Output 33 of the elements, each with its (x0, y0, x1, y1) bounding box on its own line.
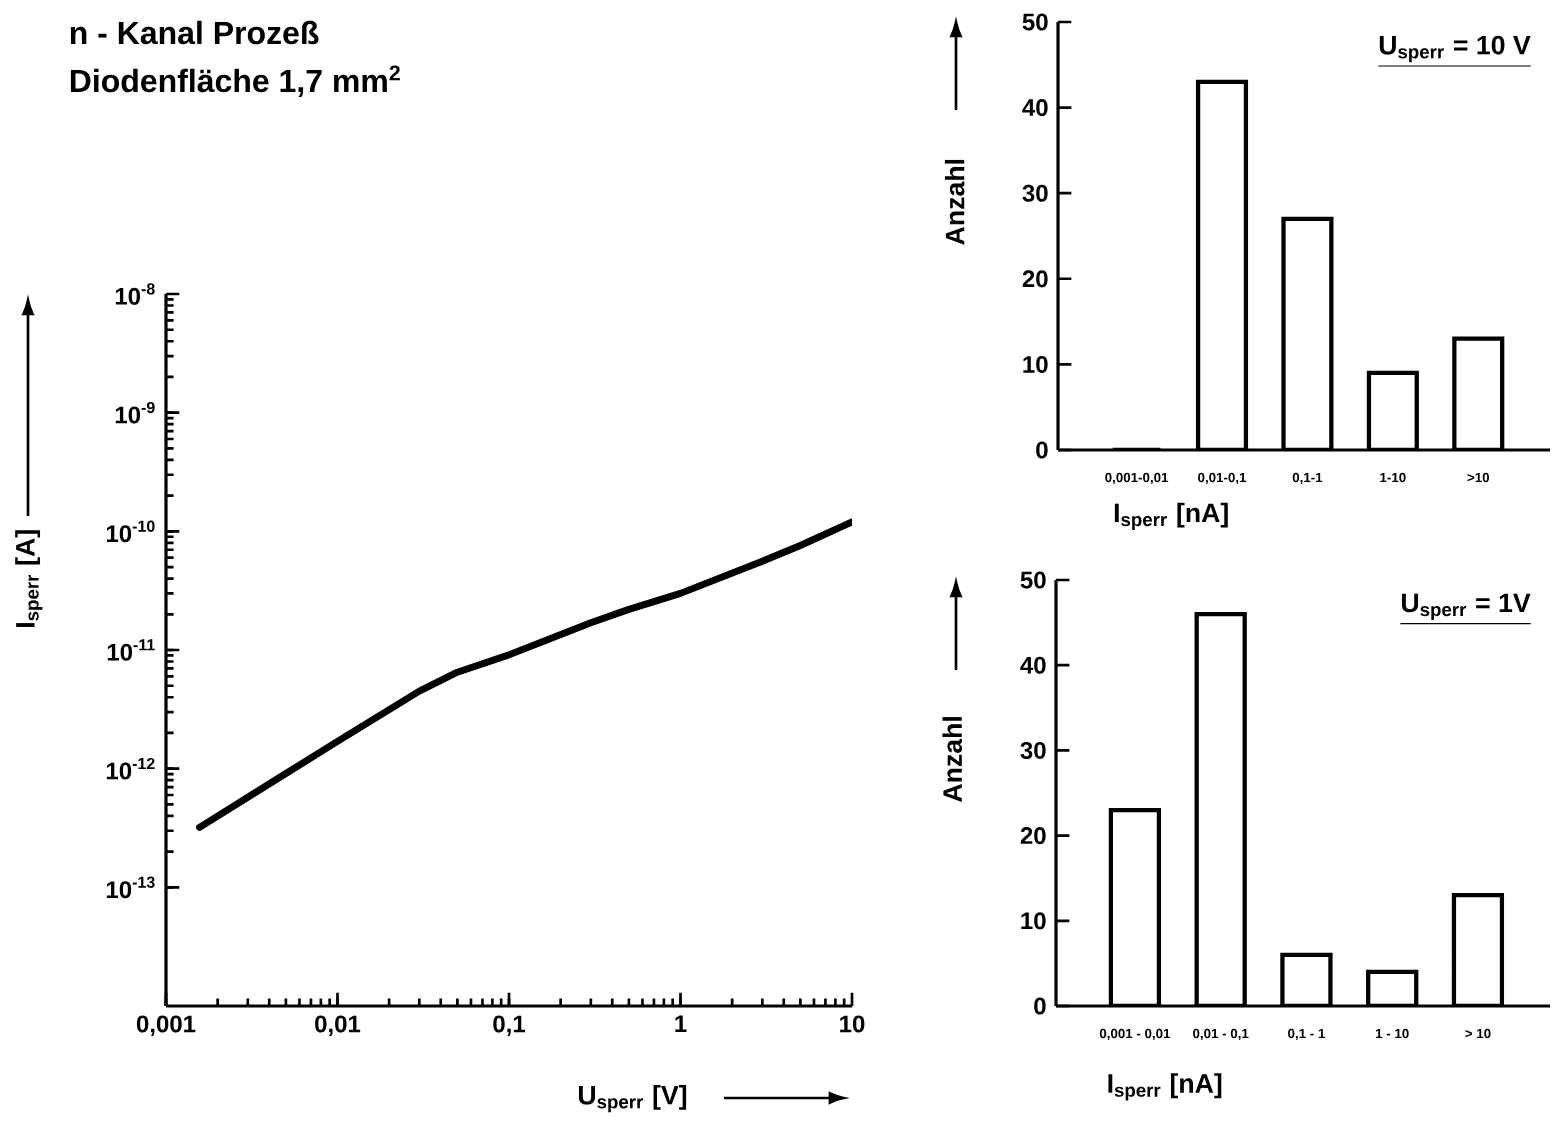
y-tick-label: 0 (1034, 997, 1046, 1015)
annotation: U$_{sperr}$ = 1V (1402, 593, 1531, 620)
x-tick-label: 10 (840, 1015, 865, 1033)
y-tick-label: 10 (1021, 912, 1046, 930)
y-tick-label: 10$^{-10}$ (106, 520, 155, 543)
y-tick-label: 10$^{-12}$ (106, 757, 155, 780)
y-tick-label: 10$^{-11}$ (107, 639, 155, 661)
x-tick-label: 0,1 (493, 1015, 526, 1036)
y-tick-label: 10$^{-9}$ (115, 401, 155, 424)
y-axis-title: Anzahl (942, 717, 963, 802)
x-tick-label: 0,01 (315, 1015, 361, 1036)
y-tick-label: 10$^{-8}$ (115, 283, 155, 305)
y-tick-label: 20 (1022, 270, 1048, 288)
y-tick-label: 30 (1020, 741, 1046, 759)
chart-subtitle: Diodenfläche 1,7 mm$^{2}$ (70, 65, 400, 97)
y-tick-label: 30 (1022, 184, 1048, 202)
y-tick-label: 50 (1022, 13, 1048, 31)
y-tick-label: 20 (1020, 827, 1046, 845)
x-axis-title: U$_{sperr}$ [V] (578, 1084, 687, 1113)
y-tick-label: 40 (1022, 99, 1048, 117)
x-axis-title: I$_{sperr}$ [nA] (1108, 1073, 1222, 1101)
y-tick-label: 10 (1023, 355, 1048, 373)
y-axis-title: Anzahl (944, 159, 965, 245)
y-tick-label: 0 (1036, 441, 1048, 459)
annotation: U$_{sperr}$ = 10 V (1379, 35, 1531, 63)
y-tick-label: 50 (1020, 571, 1046, 589)
chart-title: n - Kanal Prozeß (70, 20, 319, 45)
y-tick-label: 40 (1020, 656, 1046, 674)
y-tick-label: 10$^{-13}$ (106, 876, 155, 899)
x-tick-label: 0,001 (136, 1015, 196, 1036)
y-axis-title: I$_{sperr}$ [A] (15, 530, 43, 627)
x-axis-title: I$_{sperr}$ [nA] (1114, 502, 1228, 530)
x-tick-label: 1 (675, 1015, 687, 1032)
